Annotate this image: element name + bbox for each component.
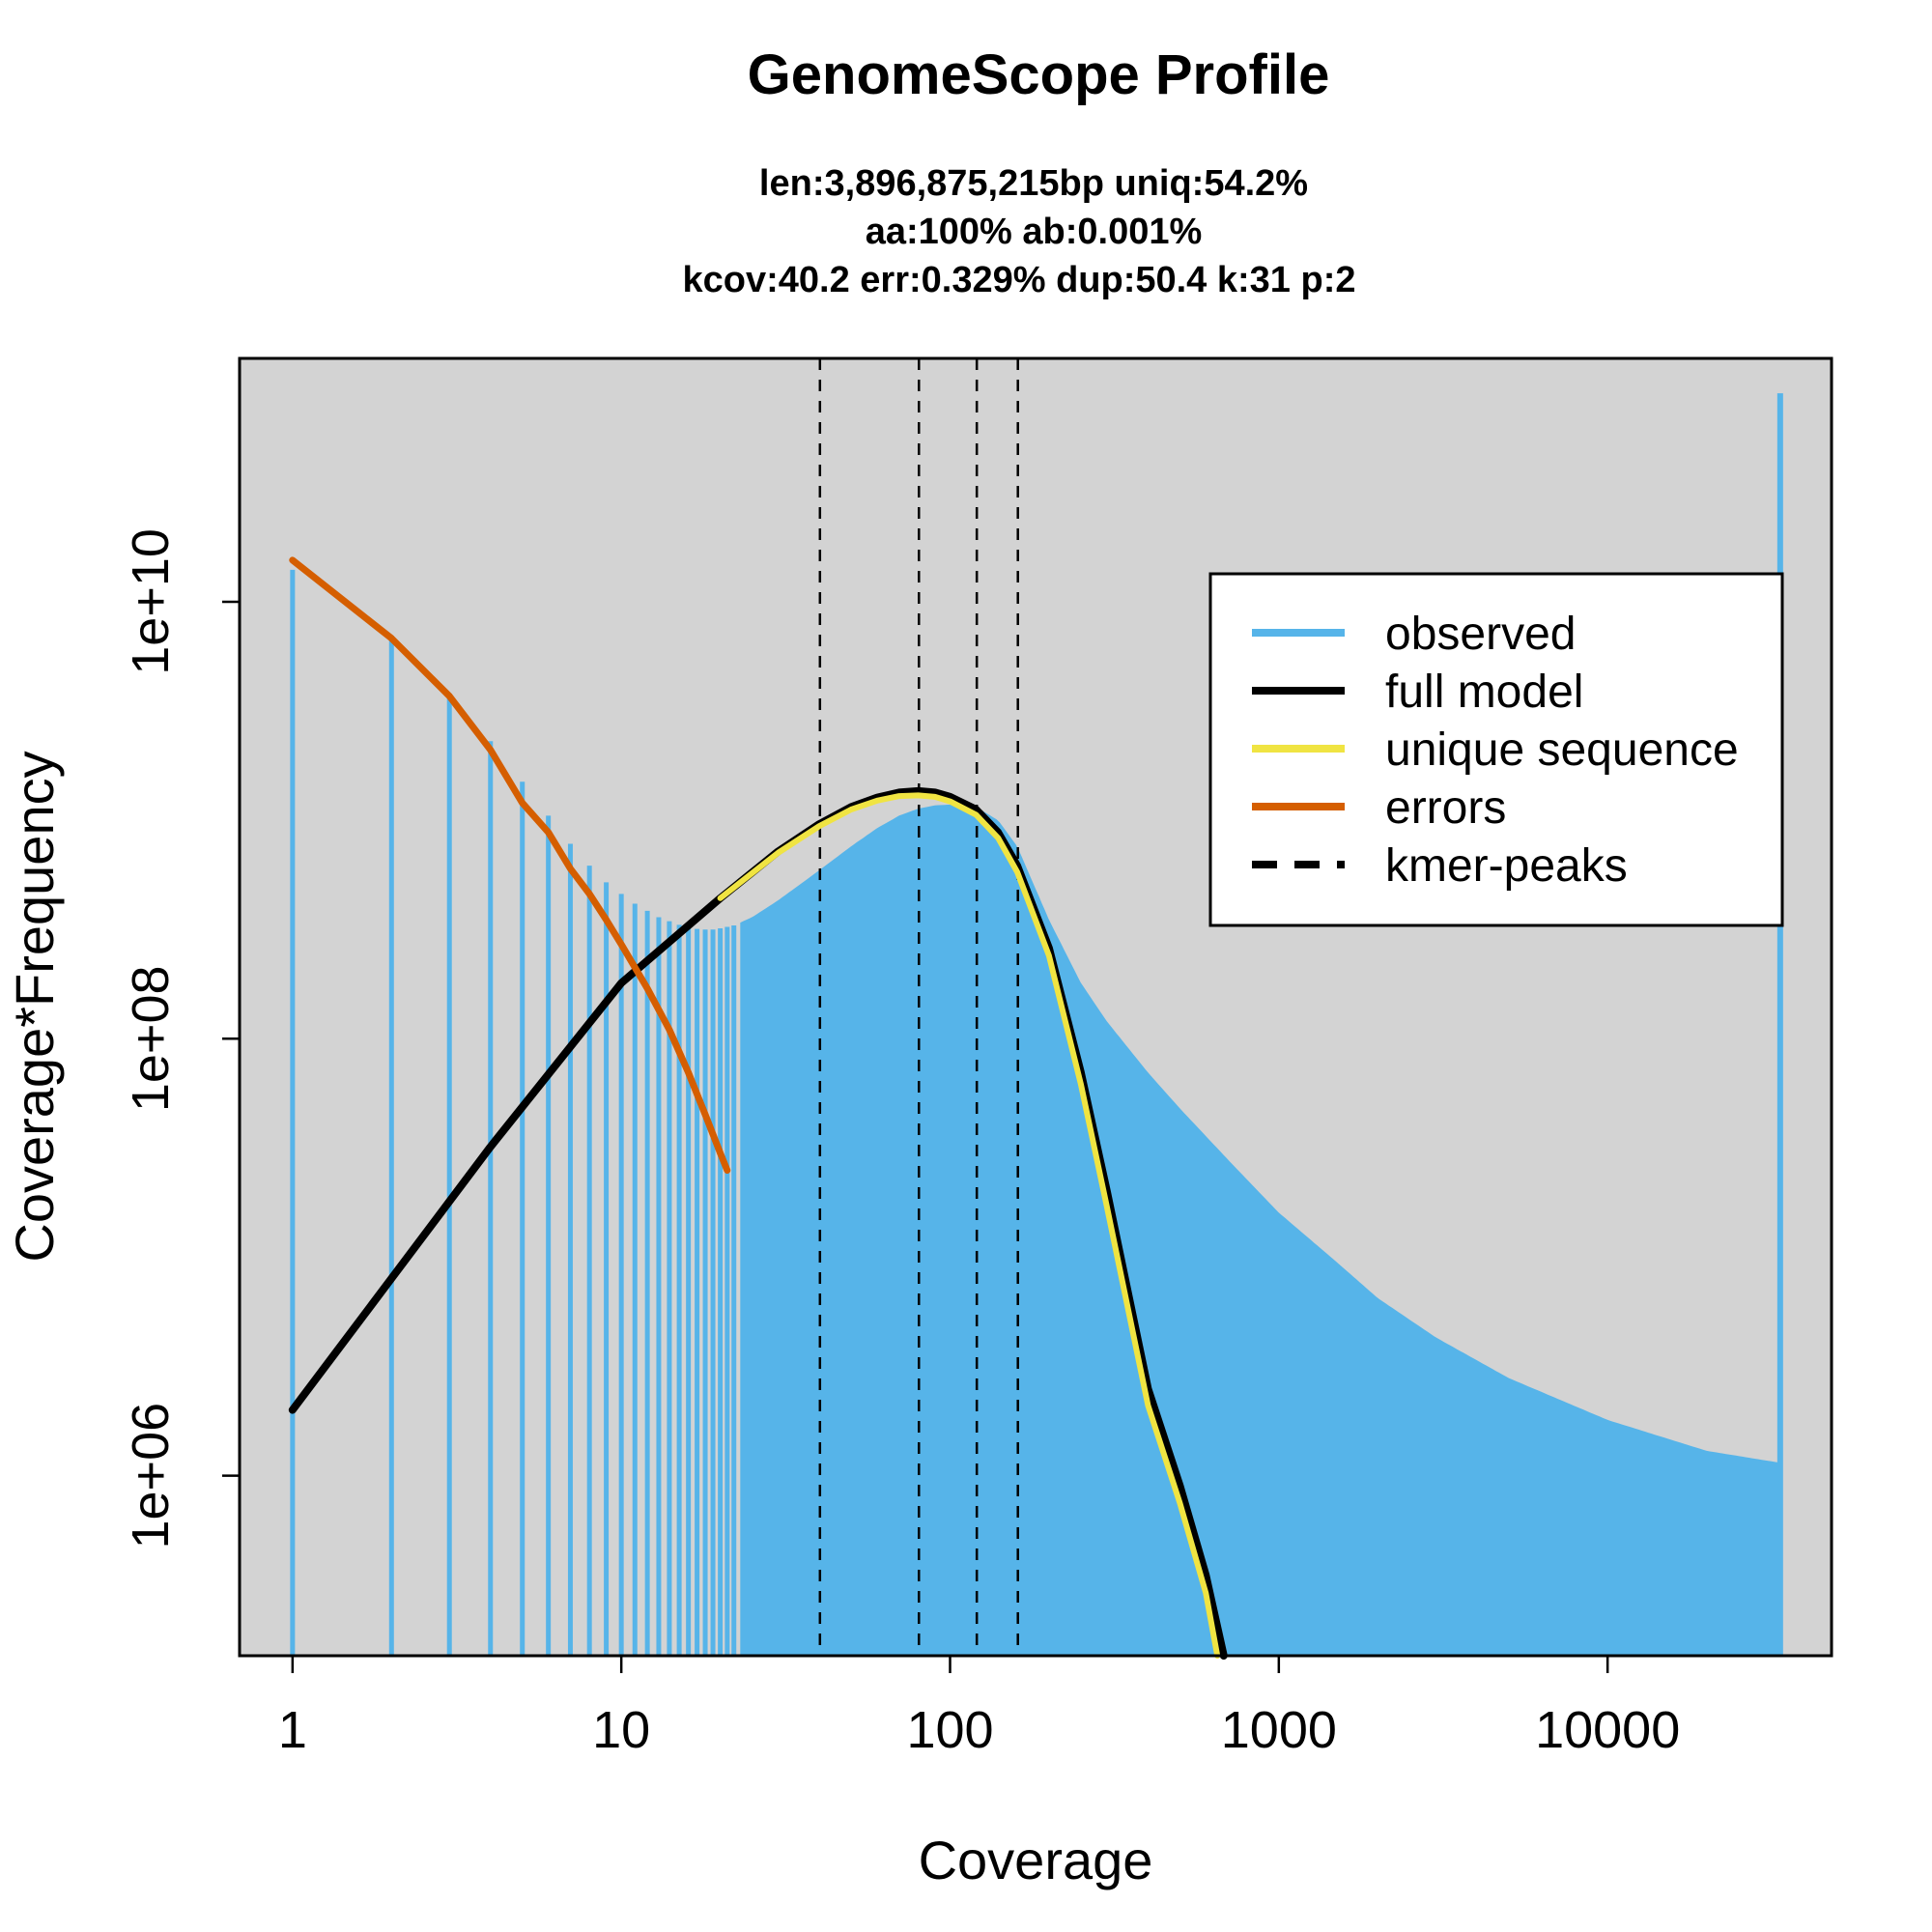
x-tick-label: 10 [592,1701,650,1759]
chart-subtitle-line-2: aa:100% ab:0.001% [866,212,1203,252]
x-tick-label: 10000 [1535,1701,1680,1759]
y-tick-label: 1e+10 [122,528,180,675]
legend-label: unique sequence [1385,724,1739,776]
y-axis: 1e+06 1e+08 1e+10 [122,528,242,1549]
legend-label: observed [1385,609,1576,660]
full-model-line [288,786,1228,1660]
chart-title: GenomeScope Profile [748,43,1330,106]
x-tick-label: 1 [278,1701,307,1759]
x-tick-label: 100 [906,1701,993,1759]
x-axis: 1 10 100 1000 10000 [278,1654,1680,1759]
chart-subtitle-line-3: kcov:40.2 err:0.329% dup:50.4 k:31 p:2 [682,260,1355,300]
x-tick-label: 1000 [1221,1701,1337,1759]
y-tick-label: 1e+06 [122,1403,180,1549]
x-axis-label: Coverage [919,1830,1153,1890]
legend: observed full model unique sequence errors k… [1208,572,1784,927]
kmer-peaks [818,358,1019,1656]
unique-sequence-line [717,792,1221,1659]
legend-label: kmer-peaks [1385,840,1628,892]
y-tick-label: 1e+08 [122,965,180,1112]
observed-series [290,393,1783,1656]
observed-area [740,805,1778,1656]
y-axis-label: Coverage*Frequency [4,751,65,1262]
chart-subtitle-line-1: len:3,896,875,215bp uniq:54.2% [759,163,1308,204]
legend-label: full model [1385,667,1583,718]
errors-line [289,556,731,1174]
plot-content [288,358,1783,1660]
legend-label: errors [1385,782,1506,834]
